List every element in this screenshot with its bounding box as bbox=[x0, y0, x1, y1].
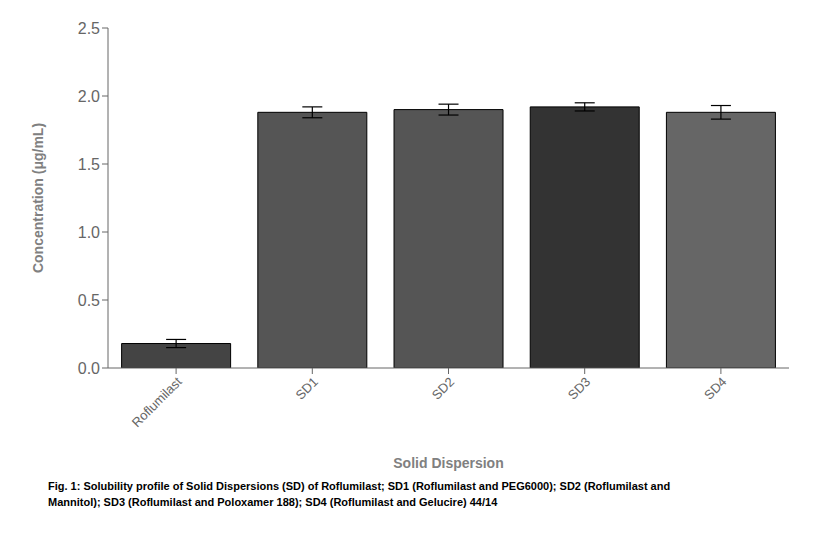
html-text:Fig. 1: Solubility profile of: Fig. 1: Solubility profile of Solid Disp… bbox=[48, 480, 671, 508]
svg-text:2.5: 2.5 bbox=[78, 20, 100, 37]
svg-text:Roflumilast: Roflumilast bbox=[129, 374, 185, 430]
svg-text:Concentration (μg/mL): Concentration (μg/mL) bbox=[30, 123, 46, 273]
svg-text:Solid Dispersion: Solid Dispersion bbox=[393, 455, 503, 471]
svg-text:SD2: SD2 bbox=[429, 374, 457, 402]
svg-text:SD3: SD3 bbox=[565, 374, 593, 402]
svg-text:1.5: 1.5 bbox=[78, 156, 100, 173]
svg-text:1.0: 1.0 bbox=[78, 224, 100, 241]
svg-text:0.0: 0.0 bbox=[78, 360, 100, 377]
svg-text:0.5: 0.5 bbox=[78, 292, 100, 309]
svg-text:SD4: SD4 bbox=[701, 374, 729, 402]
svg-text:2.0: 2.0 bbox=[78, 88, 100, 105]
svg-text:SD1: SD1 bbox=[292, 374, 320, 402]
